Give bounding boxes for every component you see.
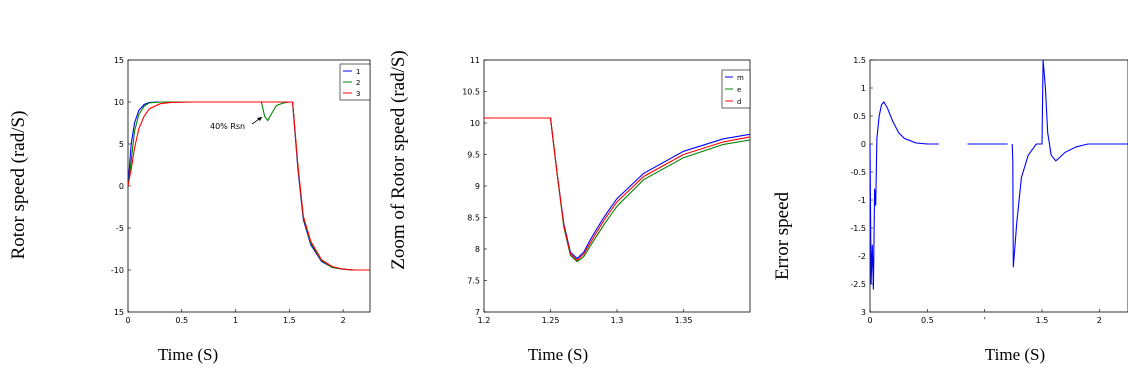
y-tick-label: 7.5 bbox=[467, 277, 480, 286]
series-line-3 bbox=[127, 101, 370, 271]
y-tick-label: -1.5 bbox=[850, 224, 866, 233]
x-tick-label: 2 bbox=[1097, 316, 1102, 325]
annotation-arrowhead bbox=[257, 117, 262, 121]
plot-frame bbox=[869, 59, 1128, 313]
legend-box: 1 2 3 bbox=[339, 63, 371, 101]
y-tick-label: 8 bbox=[475, 245, 480, 254]
series-line-2 bbox=[484, 117, 751, 263]
y-tick-label: 11 bbox=[470, 56, 480, 65]
legend-box: m e d bbox=[721, 69, 751, 109]
y-tick-label: 3 bbox=[861, 308, 866, 317]
x-tick-label: ' bbox=[984, 316, 986, 325]
rotor-speed-chart: Rotor speed (rad/S) Time (S) 0 0.5 1 1.5 215… bbox=[8, 56, 371, 364]
y-tick-label: 1.5 bbox=[853, 56, 866, 65]
y-tick-label: 10 bbox=[470, 119, 480, 128]
y-tick-label: -2 bbox=[858, 252, 866, 261]
annotation-40-rsn: 40% Rsn bbox=[210, 116, 263, 131]
x-tick-label: 0 bbox=[867, 316, 872, 325]
y-tick-label: -0.5 bbox=[850, 168, 866, 177]
y-tick-label: -2.5 bbox=[850, 280, 866, 289]
y-tick-label: 7 bbox=[475, 308, 480, 317]
error-speed-ylabel: Error speed bbox=[772, 191, 793, 280]
y-tick-label: 0 bbox=[119, 182, 124, 191]
series-line-3 bbox=[484, 117, 751, 262]
legend-entry: 2 bbox=[356, 79, 360, 87]
error-speed-chart: Error speed Time (S) 0 0.5 ' 1.5 2 1.5 1 0.5 0 -0… bbox=[772, 56, 1128, 364]
rotor-speed-xlabel: Time (S) bbox=[158, 345, 218, 364]
legend-entry: m bbox=[737, 74, 744, 82]
x-tick-label: 0.5 bbox=[175, 316, 188, 325]
y-tick-label: -1 bbox=[858, 196, 866, 205]
zoom-rotor-speed-ylabel: Zoom of Rotor speed (rad/S) bbox=[388, 50, 409, 270]
legend-entry: e bbox=[737, 86, 741, 94]
x-tick-label: 1.3 bbox=[611, 316, 624, 325]
x-tick-label: 1.5 bbox=[1036, 316, 1049, 325]
series-line-1 bbox=[484, 117, 751, 260]
y-tick-label: -10 bbox=[111, 266, 124, 275]
x-tick-label: 1.5 bbox=[283, 316, 296, 325]
legend-entry: 1 bbox=[356, 68, 360, 76]
rotor-speed-ylabel: Rotor speed (rad/S) bbox=[8, 111, 29, 260]
y-tick-label: 0 bbox=[861, 140, 866, 149]
error-speed-xlabel: Time (S) bbox=[985, 345, 1045, 364]
x-tick-label: 1.2 bbox=[478, 316, 491, 325]
legend-entry: 3 bbox=[356, 90, 360, 98]
x-tick-label: 1.35 bbox=[675, 316, 693, 325]
annotation-text: 40% Rsn bbox=[210, 122, 245, 131]
y-tick-label: 10.5 bbox=[462, 88, 480, 97]
zoom-rotor-speed-xlabel: Time (S) bbox=[528, 345, 588, 364]
y-tick-label: 0.5 bbox=[853, 112, 866, 121]
series-line-3 bbox=[1011, 59, 1128, 268]
y-tick-label: 1 bbox=[861, 84, 866, 93]
x-tick-label: 0.5 bbox=[921, 316, 934, 325]
plot-frame bbox=[127, 59, 371, 313]
y-tick-label: 10 bbox=[114, 98, 124, 107]
y-tick-label: 5 bbox=[119, 140, 124, 149]
x-tick-label: 1.25 bbox=[542, 316, 560, 325]
series-line-2 bbox=[127, 101, 370, 271]
y-tick-label: 9 bbox=[475, 182, 480, 191]
y-tick-label: 15 bbox=[114, 308, 124, 317]
series-line-1 bbox=[869, 101, 939, 290]
x-tick-label: 0 bbox=[125, 316, 130, 325]
y-tick-label: 9.5 bbox=[467, 151, 480, 160]
zoom-rotor-speed-chart: Zoom of Rotor speed (rad/S) Time (S) 1.2… bbox=[388, 50, 751, 364]
legend-entry: d bbox=[737, 98, 741, 106]
y-tick-label: 15 bbox=[114, 56, 124, 65]
y-tick-label: -5 bbox=[116, 224, 124, 233]
series-line-1 bbox=[127, 101, 370, 271]
x-tick-label: 1 bbox=[233, 316, 238, 325]
plot-frame bbox=[483, 59, 751, 313]
x-tick-label: 2 bbox=[341, 316, 346, 325]
y-tick-label: 8.5 bbox=[467, 214, 480, 223]
